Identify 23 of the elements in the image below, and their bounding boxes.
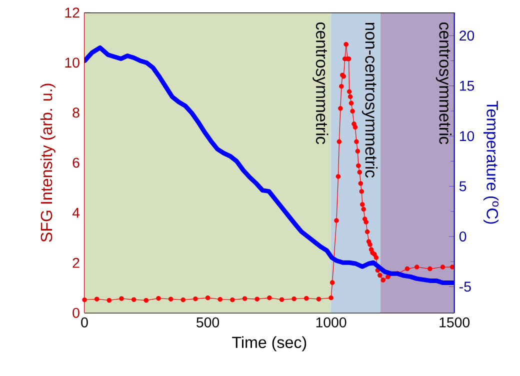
y-tick-label: 6 [72, 158, 80, 168]
x-tick-label: 0 [81, 318, 88, 328]
y-tick-label: 0 [72, 308, 80, 318]
x-axis-title: Time (sec) [232, 336, 306, 352]
y-tick-label: 8 [72, 108, 80, 118]
x-tick-label: 500 [196, 318, 220, 328]
y2-tick-label: 10 [460, 131, 474, 142]
y2-tick-label: -5 [460, 282, 471, 292]
y2-tick-label: 5 [459, 182, 466, 192]
band-label: non-centrosymmetric [362, 23, 378, 178]
x-tick-label: 1500 [440, 318, 470, 328]
band-label: centrosymmetric [312, 22, 328, 144]
y2-tick-label: 20 [460, 30, 474, 41]
x-tick-label: 1000 [316, 318, 346, 328]
y-axis-title: SFG Intensity (arb. u.) [40, 84, 56, 242]
y2-axis-title: Temperature ($^{o}$C) [483, 101, 498, 224]
band-label: centrosymmetric [436, 22, 452, 144]
y2-tick-label: 0 [459, 232, 466, 242]
y-tick-label: 10 [65, 58, 80, 68]
y2-tick-label: 15 [460, 81, 474, 91]
y-tick-label: 4 [72, 208, 80, 218]
y-tick-label: 12 [65, 8, 80, 18]
y-tick-label: 2 [72, 258, 80, 268]
